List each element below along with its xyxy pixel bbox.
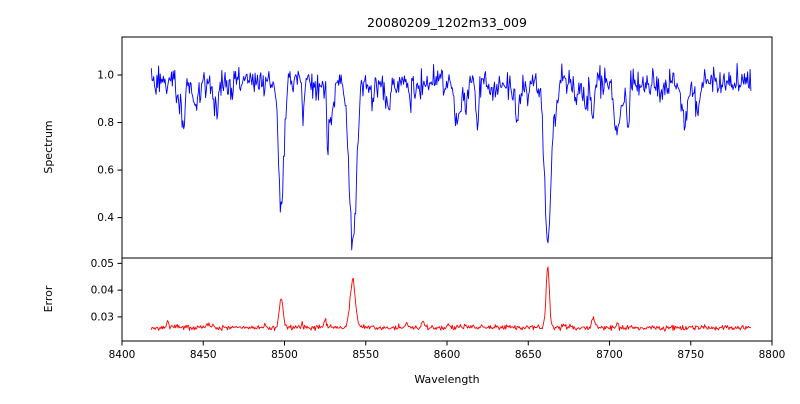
x-axis-label: Wavelength: [414, 373, 479, 386]
spectrum-panel-border: [121, 36, 773, 259]
x-tick-label: 8450: [190, 349, 217, 361]
spectrum-y-axis-label: Spectrum: [42, 120, 55, 173]
y-tick-label: 0.03: [91, 311, 114, 323]
x-tick-label: 8700: [596, 349, 623, 361]
y-tick-label: 0.04: [91, 285, 115, 297]
spectrum-line: [150, 62, 752, 251]
axis-ticks: 8400 8450 8500 8550 8600 8650 8700 8750 8800 0.4 0…: [91, 70, 786, 361]
x-tick-label: 8650: [515, 349, 542, 361]
y-tick-label: 0.6: [97, 165, 114, 177]
x-tick-label: 8550: [352, 349, 379, 361]
chart-title: 20080209_1202m33_009: [367, 15, 527, 30]
x-tick-label: 8800: [759, 349, 786, 361]
x-tick-label: 8600: [434, 349, 461, 361]
x-tick-label: 8500: [271, 349, 298, 361]
y-tick-label: 0.05: [91, 258, 114, 270]
y-tick-label: 0.4: [97, 212, 114, 224]
y-tick-label: 0.8: [97, 117, 114, 129]
plot-lines: [150, 62, 752, 332]
x-tick-label: 8400: [109, 349, 136, 361]
x-tick-label: 8750: [677, 349, 704, 361]
error-line: [150, 266, 752, 332]
y-tick-label: 1.0: [97, 70, 114, 82]
error-y-axis-label: Error: [42, 285, 55, 312]
